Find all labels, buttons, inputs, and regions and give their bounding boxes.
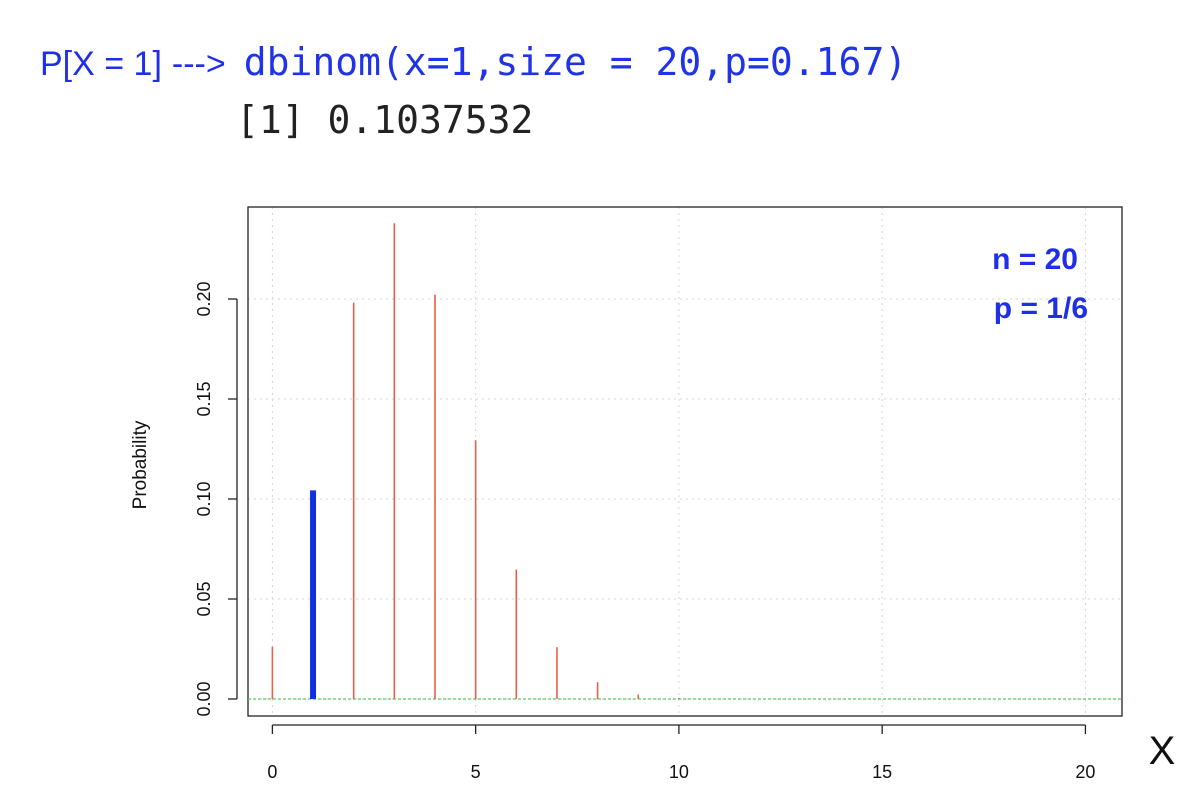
grid-layer	[248, 207, 1122, 716]
x-tick-label: 15	[872, 762, 892, 782]
y-tick-label: 0.00	[194, 681, 214, 716]
y-tick-label: 0.15	[194, 381, 214, 416]
annotation-n: n = 20	[992, 243, 1078, 276]
y-axis-title: Probability	[130, 420, 151, 509]
r-output: [1] 0.1037532	[236, 98, 534, 142]
y-tick-label: 0.05	[194, 581, 214, 616]
x-tick-label: 5	[471, 762, 481, 782]
y-tick-label: 0.20	[194, 281, 214, 316]
x-tick-label: 0	[267, 762, 277, 782]
plot-box	[247, 206, 1123, 717]
header-line: P[X = 1] ---> dbinom(x=1,size = 20,p=0.1…	[40, 40, 907, 84]
axes-layer: 0 5 10 15 20 0.00 0.05 0.10 0.15 0.20 Probability X	[130, 281, 1175, 782]
bars-layer	[248, 223, 1122, 700]
probability-label: P[X = 1]	[40, 45, 162, 83]
r-function-call: dbinom(x=1,size = 20,p=0.167)	[243, 40, 908, 84]
y-tick-label: 0.10	[194, 481, 214, 516]
x-tick-label: 10	[669, 762, 689, 782]
annotation-layer: n = 20 p = 1/6	[992, 243, 1088, 325]
x-axis-title: X	[1149, 729, 1176, 773]
arrow-label: --->	[171, 45, 226, 83]
x-tick-label: 20	[1075, 762, 1095, 782]
annotation-p: p = 1/6	[994, 292, 1088, 325]
